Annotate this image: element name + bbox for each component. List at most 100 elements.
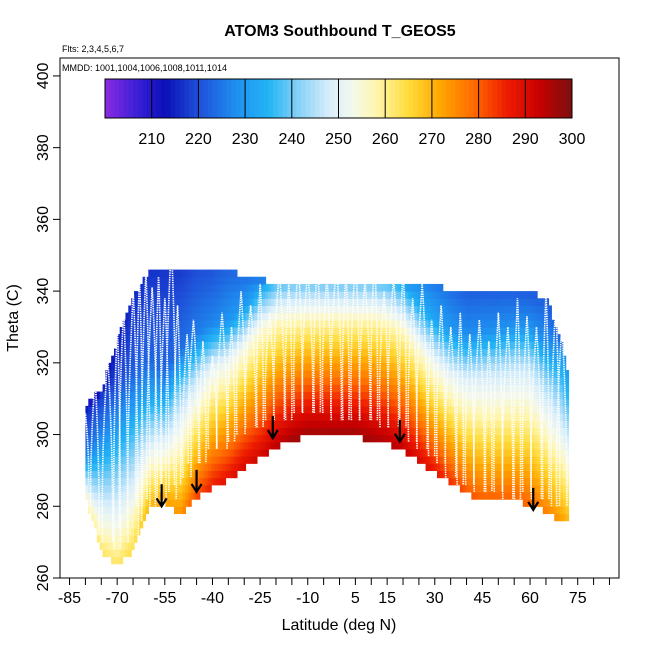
heatmap-cell	[376, 413, 381, 421]
heatmap-cell	[256, 334, 261, 342]
heatmap-cell	[268, 362, 272, 371]
heatmap-cell	[254, 291, 258, 299]
heatmap-cell	[151, 463, 155, 472]
heatmap-cell	[214, 463, 218, 472]
heatmap-cell	[537, 398, 541, 407]
heatmap-cell	[165, 470, 169, 479]
heatmap-cell	[502, 355, 507, 364]
heatmap-cell	[491, 384, 495, 393]
heatmap-cell	[236, 305, 241, 314]
heatmap-cell	[336, 362, 341, 371]
heatmap-cell	[288, 326, 292, 335]
heatmap-cell	[225, 341, 229, 350]
heatmap-cell	[162, 348, 167, 357]
heatmap-cell	[99, 484, 104, 493]
heatmap-cell	[548, 441, 552, 450]
heatmap-cell	[339, 298, 344, 307]
heatmap-cell	[465, 441, 470, 450]
heatmap-cell	[562, 441, 567, 450]
heatmap-cell	[122, 441, 127, 450]
heatmap-cell	[551, 448, 555, 457]
colorbar-cell	[478, 79, 484, 118]
heatmap-cell	[468, 470, 472, 479]
heatmap-cell	[437, 427, 441, 436]
heatmap-cell	[105, 499, 109, 507]
heatmap-cell	[296, 348, 301, 357]
heatmap-cell	[494, 413, 498, 421]
heatmap-cell	[408, 448, 412, 457]
heatmap-cell	[305, 420, 309, 428]
heatmap-cell	[131, 534, 135, 543]
heatmap-cell	[434, 391, 438, 400]
heatmap-cell	[134, 413, 138, 421]
heatmap-cell	[514, 491, 518, 500]
heatmap-cell	[382, 420, 387, 428]
heatmap-cell	[542, 413, 547, 421]
heatmap-cell	[316, 370, 321, 378]
heatmap-cell	[102, 549, 107, 558]
heatmap-cell	[394, 341, 398, 350]
heatmap-cell	[371, 405, 375, 414]
heatmap-cell	[522, 326, 527, 335]
heatmap-cell	[208, 484, 212, 493]
heatmap-cell	[265, 362, 269, 371]
heatmap-cell	[411, 391, 415, 400]
heatmap-cell	[522, 398, 527, 407]
heatmap-cell	[148, 456, 152, 464]
heatmap-cell	[271, 398, 275, 407]
heatmap-cell	[162, 362, 167, 371]
heatmap-cell	[396, 441, 401, 450]
heatmap-cell	[408, 362, 412, 371]
heatmap-cell	[248, 334, 252, 342]
heatmap-cell	[379, 355, 384, 364]
heatmap-cell	[262, 377, 267, 385]
heatmap-cell	[411, 334, 415, 342]
heatmap-cell	[342, 334, 347, 342]
heatmap-cell	[128, 499, 132, 507]
heatmap-cell	[219, 377, 224, 385]
heatmap-cell	[156, 334, 161, 342]
heatmap-cell	[519, 463, 524, 472]
heatmap-cell	[311, 362, 315, 371]
heatmap-cell	[122, 448, 127, 457]
heatmap-cell	[134, 326, 138, 335]
heatmap-cell	[411, 434, 415, 443]
heatmap-cell	[282, 362, 287, 371]
heatmap-cell	[419, 427, 424, 436]
heatmap-cell	[199, 291, 204, 299]
heatmap-cell	[162, 405, 167, 414]
heatmap-cell	[111, 441, 115, 450]
heatmap-cell	[182, 341, 187, 350]
heatmap-cell	[208, 405, 212, 414]
heatmap-cell	[519, 377, 524, 385]
heatmap-cell	[219, 434, 224, 443]
heatmap-cell	[142, 283, 147, 292]
heatmap-cell	[477, 334, 481, 342]
heatmap-cell	[511, 391, 515, 400]
heatmap-cell	[248, 456, 252, 464]
heatmap-cell	[356, 384, 361, 393]
heatmap-cell	[174, 405, 178, 414]
heatmap-cell	[128, 377, 132, 385]
heatmap-cell	[128, 513, 132, 522]
heatmap-cell	[85, 484, 89, 493]
heatmap-cell	[376, 434, 381, 443]
heatmap-cell	[148, 283, 152, 292]
heatmap-cell	[505, 484, 510, 493]
heatmap-cell	[105, 513, 109, 522]
heatmap-cell	[339, 326, 344, 335]
heatmap-cell	[188, 334, 192, 342]
heatmap-cell	[105, 520, 109, 529]
heatmap-cell	[279, 355, 284, 364]
heatmap-cell	[162, 398, 167, 407]
heatmap-cell	[502, 427, 507, 436]
heatmap-cell	[531, 348, 535, 357]
heatmap-cell	[196, 348, 201, 357]
heatmap-cell	[199, 427, 204, 436]
heatmap-cell	[239, 420, 244, 428]
heatmap-cell	[537, 319, 541, 328]
colorbar-cell	[165, 79, 171, 118]
heatmap-cell	[119, 377, 124, 385]
heatmap-cell	[211, 463, 215, 472]
heatmap-cell	[88, 441, 92, 450]
